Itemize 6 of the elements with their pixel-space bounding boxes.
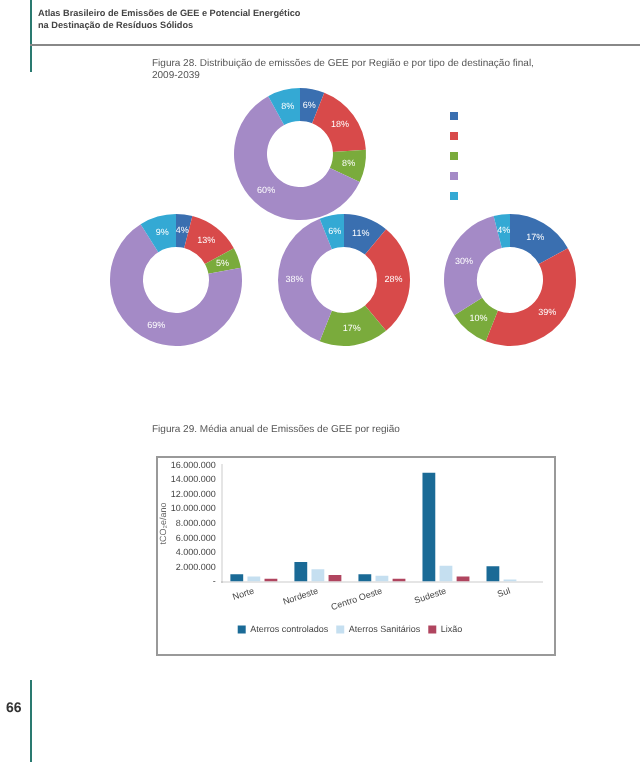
bar: [311, 569, 325, 582]
bar: [422, 472, 436, 582]
bar: [486, 566, 500, 582]
bar: [230, 574, 244, 582]
bar: [358, 574, 372, 582]
bar: [294, 562, 308, 582]
